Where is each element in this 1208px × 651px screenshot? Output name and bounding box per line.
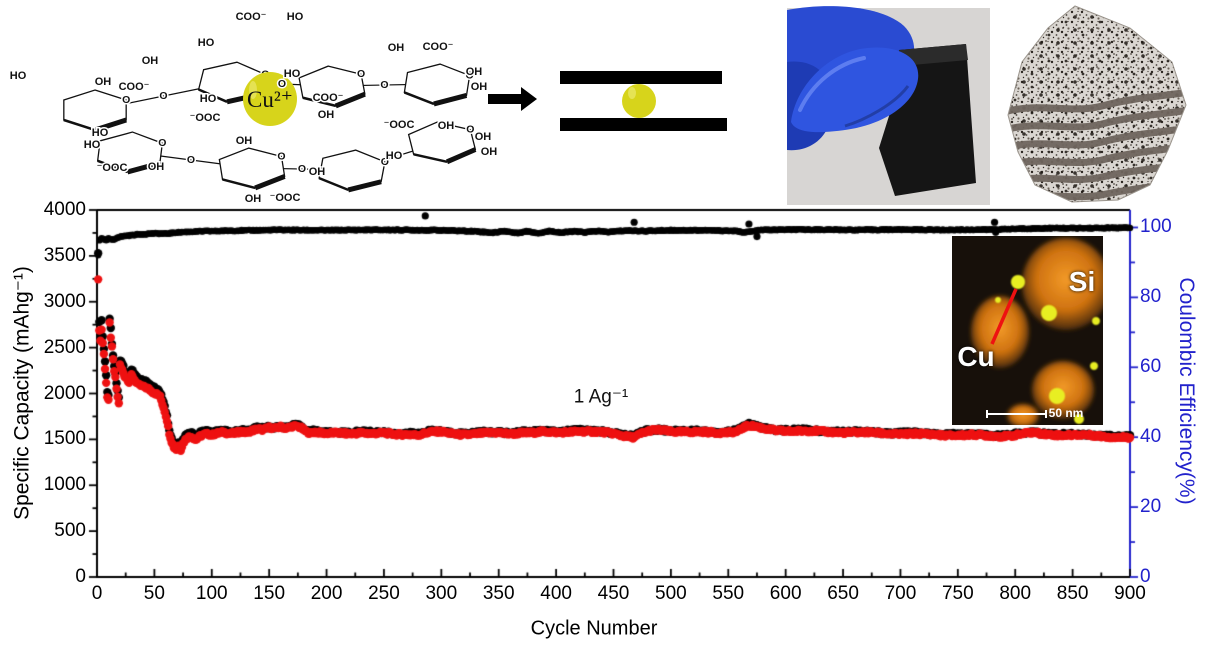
inset-cu-label: Cu: [957, 341, 995, 372]
y-axis-title-right: Coulombic Efficiency(%): [1175, 277, 1198, 505]
inset-si-label: Si: [1068, 266, 1096, 297]
y-axis-title-left: Specific Capacity (mAhg⁻¹): [10, 266, 34, 520]
x-axis-title: Cycle Number: [530, 617, 658, 640]
rate-annotation: 1 Ag⁻¹: [573, 386, 629, 408]
inset-scale-label: 50 nm: [1048, 406, 1084, 420]
